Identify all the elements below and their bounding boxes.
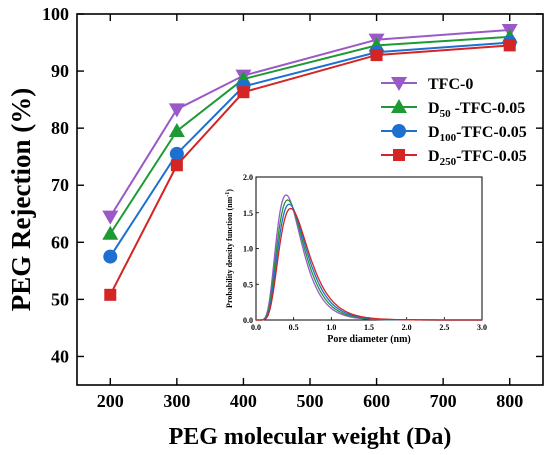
inset-curve-D100-TFC-0.05: [256, 203, 482, 321]
inset-y-axis-label-close: ): [225, 189, 234, 192]
legend-label-rest: -TFC-0.05: [456, 148, 527, 165]
x-tick-label: 700: [430, 391, 457, 411]
data-point: [170, 159, 183, 172]
inset-y-tick-label: 2.0: [243, 173, 253, 182]
x-tick-label: 500: [297, 391, 324, 411]
legend-label: D100-TFC-0.05: [428, 124, 527, 144]
inset-x-tick-label: 0.5: [289, 323, 299, 332]
series-D250-TFC-0.05: [104, 39, 516, 301]
inset-y-axis-label-base: Probability density function (nm: [225, 196, 234, 308]
data-point: [370, 49, 383, 62]
inset-y-tick-label: 0.5: [243, 280, 253, 289]
y-tick-label: 60: [51, 232, 69, 252]
legend-item: D250-TFC-0.05: [381, 148, 527, 168]
legend-label: D50 -TFC-0.05: [428, 100, 525, 120]
inset-y-tick-label: 1.0: [243, 245, 253, 254]
x-tick-label: 200: [97, 391, 124, 411]
x-tick-label: 600: [363, 391, 390, 411]
y-axis-label: PEG Rejection (%): [6, 88, 36, 311]
legend-label-sub: 250: [440, 156, 457, 168]
y-tick-label: 40: [51, 346, 69, 366]
main-axes: 200 300 400 500 600 700 800 40 50 60 70 80 90 100 PEG …: [6, 4, 544, 450]
legend-label-base: D: [428, 100, 440, 117]
inset-x-tick-label: 2.0: [402, 323, 412, 332]
inset-y-tick-label: 0.0: [243, 316, 253, 325]
inset-curve-TFC-0: [256, 194, 482, 321]
legend-label: D250-TFC-0.05: [428, 148, 527, 168]
inset-curve-D50-TFC-0.05: [256, 199, 482, 321]
data-point: [168, 103, 185, 118]
inset-y-axis-label: Probability density function (nm-1): [225, 189, 234, 308]
inset-curve-D250-TFC-0.05: [256, 207, 482, 321]
data-point: [503, 39, 516, 52]
inset-y-axis-label-sup: -1: [225, 192, 231, 197]
y-tick-label: 100: [42, 4, 69, 24]
data-point: [103, 249, 118, 264]
data-point: [237, 86, 250, 99]
inset-x-tick-label: 1.0: [326, 323, 336, 332]
y-tick-label: 50: [51, 289, 69, 309]
inset-x-tick-label: 3.0: [477, 323, 487, 332]
inset-x-tick-label: 1.5: [364, 323, 374, 332]
data-point: [393, 149, 405, 161]
legend-label: TFC-0: [428, 76, 473, 93]
legend-label-rest: -TFC-0.05: [456, 124, 527, 141]
data-point: [391, 77, 407, 91]
main-series: [102, 23, 518, 301]
data-point: [392, 124, 406, 138]
x-tick-label: 300: [163, 391, 190, 411]
inset-x-tick-label: 0.0: [251, 323, 261, 332]
inset-x-tick-label: 2.5: [439, 323, 449, 332]
data-point: [102, 210, 119, 225]
legend-item: TFC-0: [381, 76, 473, 93]
data-point: [102, 225, 119, 240]
legend-label-base: D: [428, 124, 440, 141]
legend-label-sub: 100: [440, 132, 457, 144]
legend-label-base: TFC-0: [428, 76, 473, 93]
legend-label-sub: 50: [440, 108, 452, 120]
inset-pore-chart: 0.0 0.5 1.0 1.5 2.0 2.5 3.0 0.0 0.5 1.0 1.5 2.0 Pore…: [225, 173, 487, 345]
inset-x-axis-label: Pore diameter (nm): [327, 334, 411, 345]
y-tick-label: 90: [51, 61, 69, 81]
inset-y-tick-label: 1.5: [243, 209, 253, 218]
x-axis-label: PEG molecular weight (Da): [169, 424, 452, 450]
x-tick-label: 800: [496, 391, 523, 411]
x-tick-label: 400: [230, 391, 257, 411]
data-point: [104, 288, 117, 301]
series-line: [109, 28, 510, 218]
legend-item: D100-TFC-0.05: [381, 124, 527, 144]
y-tick-label: 70: [51, 175, 69, 195]
legend-item: D50 -TFC-0.05: [381, 99, 525, 120]
legend-label-rest: -TFC-0.05: [451, 100, 526, 117]
data-point: [391, 99, 407, 113]
legend-label-base: D: [428, 148, 440, 165]
data-point: [169, 146, 184, 161]
y-tick-label: 80: [51, 118, 69, 138]
data-point: [168, 123, 185, 138]
